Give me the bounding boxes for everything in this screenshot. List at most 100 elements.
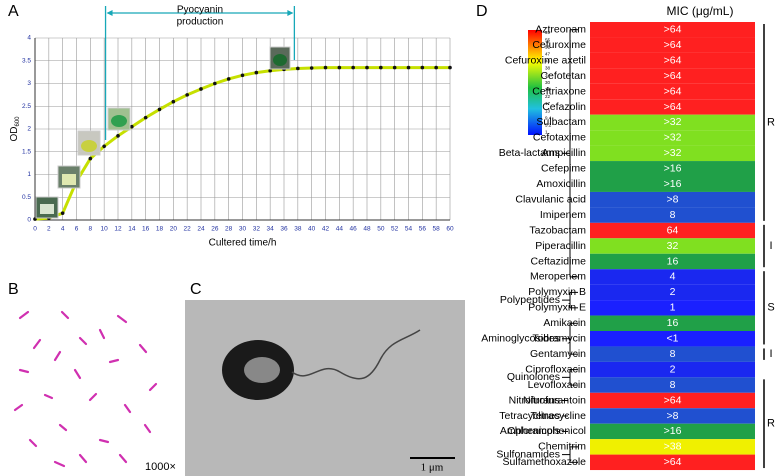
x-tick-label: 38 [294,226,302,233]
mic-cell [590,315,755,331]
mic-cell [590,331,755,347]
data-point [337,65,342,70]
class-name: Polypeptides [500,294,560,306]
mic-cell [590,130,755,146]
data-point [296,66,300,71]
drug-name: Sulbactam [536,116,586,128]
mic-value: >38 [664,441,682,453]
x-tick-label: 6 [75,226,79,233]
mic-value: >64 [664,101,682,113]
x-tick-label: 46 [350,226,358,233]
mic-cell [590,408,755,424]
data-point [213,81,217,86]
colorbar-label: 38 [545,66,551,71]
drug-name: Cefuroxime [532,39,586,51]
drug-name: Amoxicillin [536,178,586,190]
mic-title: MIC (μg/mL) [667,4,734,18]
annotation-text: production [177,17,224,28]
mic-value: >16 [664,425,682,437]
x-tick-label: 12 [114,226,122,233]
colorbar-label: 59 [545,30,551,35]
data-point [392,65,397,70]
panel-label: C [190,281,202,298]
data-point [448,65,452,70]
colorbar-label: 34 [545,73,551,78]
mic-value: >64 [664,456,682,468]
interpretation-label: R [767,116,775,128]
mic-cell [590,454,755,471]
class-name: Beta-lactams [499,147,560,159]
mic-cell [590,300,755,316]
x-tick-label: 48 [363,226,371,233]
drug-name: Cefazolin [542,101,586,113]
x-tick-label: 54 [405,226,413,233]
mic-value: 8 [670,209,676,221]
mic-cell [590,439,755,455]
data-point [309,66,314,70]
mic-cell [590,191,755,208]
y-tick-label: 2.5 [22,103,31,110]
mic-value: >8 [667,193,679,205]
data-point [365,65,369,70]
data-point [323,65,328,70]
x-tick-label: 18 [156,226,164,233]
data-point [185,93,189,97]
colorbar-label: 43 [545,59,551,64]
drug-name: Ciprofloxacin [525,363,586,375]
y-tick-label: 0.5 [22,194,31,201]
y-tick-label: 3 [27,80,31,87]
drug-name: Imipenem [540,209,586,221]
mic-value: >32 [664,132,682,144]
interpretation-label: S [767,302,774,314]
y-tick-label: 1.5 [22,148,31,155]
mic-cell [590,99,755,115]
mic-cell [590,68,755,84]
class-name: Aminoglycosides [481,333,560,345]
mic-cell [590,392,755,409]
mic-value: 8 [670,348,676,360]
data-point [130,124,134,129]
x-tick-label: 60 [446,226,454,233]
mic-value: 1 [670,302,676,314]
class-name: Tetracyclines [499,410,560,422]
panel-label: D [476,3,488,20]
drug-name: Gentamycin [530,348,586,360]
x-tick-label: 4 [61,226,65,233]
x-tick-label: 20 [170,226,178,233]
colorbar-label: 17 [545,101,551,106]
interpretation-label: I [769,348,772,360]
drug-name: Cefuroxime axetil [505,54,586,66]
drug-name: Polymyxin E [528,302,586,314]
y-tick-label: 2 [27,126,31,133]
drug-name: Clavulanic acid [515,193,586,205]
data-point [351,65,355,70]
data-point [379,65,383,70]
mic-cell [590,253,755,270]
y-axis-label-main: OD [9,127,20,142]
flask-photos [35,46,291,219]
y-tick-label: 0 [27,217,31,224]
data-point [254,70,259,75]
drug-name: Chemitrim [538,441,586,453]
mic-value: 16 [667,317,679,329]
x-tick-label: 36 [280,226,288,233]
colorbar-label: 55 [545,37,551,42]
data-point [88,156,93,161]
mic-cell [590,52,755,69]
mic-value: >64 [664,70,682,82]
x-tick-label: 8 [89,226,93,233]
data-point [406,65,411,70]
annotation-text: Pyocyanin [177,5,223,16]
x-tick-label: 32 [253,226,261,233]
x-tick-label: 52 [391,226,399,233]
mic-value: >64 [664,24,682,36]
mic-value: 4 [670,271,676,283]
class-name: Quinolones [507,371,560,383]
colorbar-label: 13 [545,108,551,113]
interpretation-label: R [767,418,775,430]
data-point [226,77,231,81]
drug-name: Cefepime [541,163,586,175]
x-tick-label: 0 [33,226,37,233]
x-tick-label: 14 [128,226,136,233]
colorbar-label: 47 [545,51,551,56]
